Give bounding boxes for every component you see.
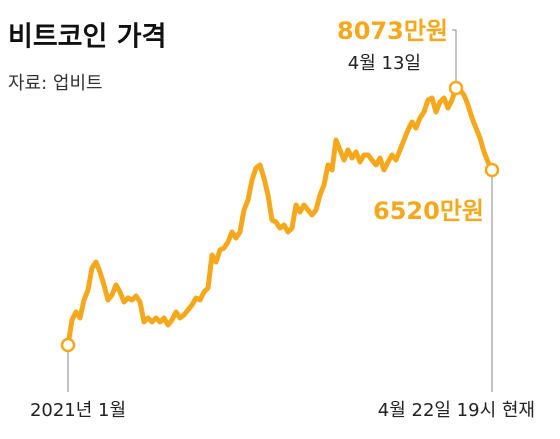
price-line: [65, 85, 495, 348]
point-marker: [448, 80, 464, 96]
chart-subtitle: 자료: 업비트: [8, 73, 103, 94]
date-label: 4월 22일 19시 현재: [378, 400, 535, 421]
chart-title: 비트코인 가격: [8, 22, 166, 53]
point-marker: [484, 162, 500, 178]
date-label: 2021년 1월: [30, 400, 126, 421]
date-label: 4월 13일: [348, 53, 421, 74]
value-label: 6520만원: [373, 197, 484, 225]
leader-line: [452, 29, 457, 88]
point-marker: [60, 337, 76, 353]
value-label: 8073만원: [337, 17, 448, 45]
